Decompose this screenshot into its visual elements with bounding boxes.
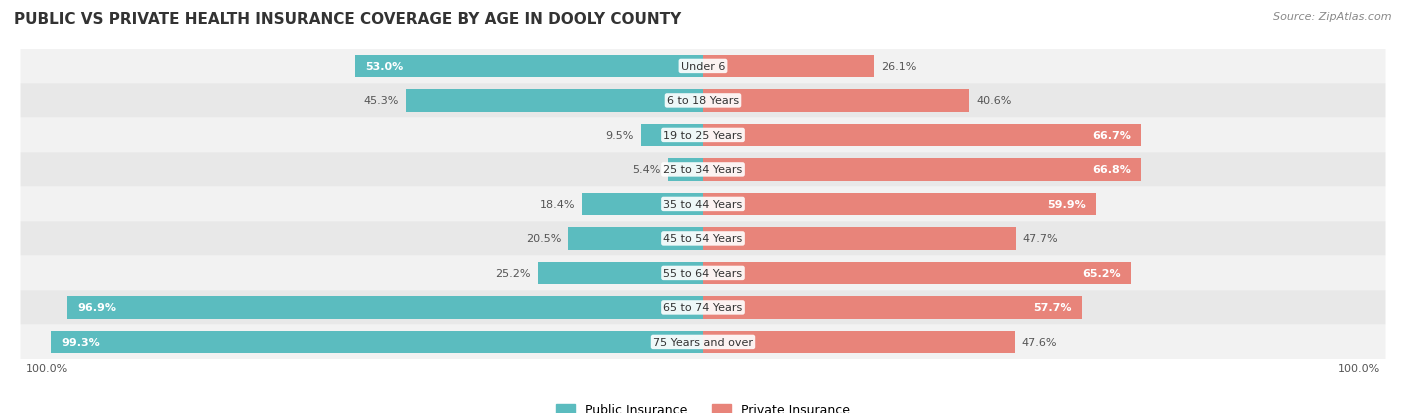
Text: 59.9%: 59.9%: [1047, 199, 1087, 209]
Text: 66.8%: 66.8%: [1092, 165, 1132, 175]
Text: 20.5%: 20.5%: [527, 234, 562, 244]
Text: 5.4%: 5.4%: [633, 165, 661, 175]
Text: 57.7%: 57.7%: [1033, 303, 1071, 313]
FancyBboxPatch shape: [21, 84, 1385, 119]
Text: 65.2%: 65.2%: [1083, 268, 1121, 278]
Bar: [703, 228, 1017, 250]
Text: 75 Years and over: 75 Years and over: [652, 337, 754, 347]
Text: 45.3%: 45.3%: [364, 96, 399, 106]
Text: 55 to 64 Years: 55 to 64 Years: [664, 268, 742, 278]
Bar: [703, 90, 969, 112]
Bar: [703, 56, 875, 78]
Bar: [703, 124, 1140, 147]
FancyBboxPatch shape: [21, 256, 1385, 290]
Text: 65 to 74 Years: 65 to 74 Years: [664, 303, 742, 313]
Text: Under 6: Under 6: [681, 62, 725, 72]
Bar: [703, 262, 1130, 285]
Text: 35 to 44 Years: 35 to 44 Years: [664, 199, 742, 209]
FancyBboxPatch shape: [21, 222, 1385, 256]
Text: 26.1%: 26.1%: [880, 62, 917, 72]
Text: 47.6%: 47.6%: [1022, 337, 1057, 347]
Text: 96.9%: 96.9%: [77, 303, 117, 313]
Bar: [537, 262, 703, 285]
Bar: [641, 124, 703, 147]
Bar: [356, 56, 703, 78]
FancyBboxPatch shape: [21, 119, 1385, 153]
Text: 25.2%: 25.2%: [495, 268, 531, 278]
Text: 19 to 25 Years: 19 to 25 Years: [664, 131, 742, 140]
Bar: [703, 159, 1142, 181]
FancyBboxPatch shape: [21, 290, 1385, 325]
Text: 53.0%: 53.0%: [366, 62, 404, 72]
FancyBboxPatch shape: [21, 50, 1385, 84]
FancyBboxPatch shape: [21, 153, 1385, 187]
Bar: [703, 331, 1015, 353]
Text: 6 to 18 Years: 6 to 18 Years: [666, 96, 740, 106]
Text: 9.5%: 9.5%: [606, 131, 634, 140]
Text: 99.3%: 99.3%: [62, 337, 100, 347]
Legend: Public Insurance, Private Insurance: Public Insurance, Private Insurance: [551, 398, 855, 413]
Text: 47.7%: 47.7%: [1022, 234, 1059, 244]
Bar: [406, 90, 703, 112]
FancyBboxPatch shape: [21, 325, 1385, 359]
Bar: [582, 193, 703, 216]
FancyBboxPatch shape: [21, 187, 1385, 222]
Text: 25 to 34 Years: 25 to 34 Years: [664, 165, 742, 175]
Bar: [668, 159, 703, 181]
Bar: [703, 193, 1097, 216]
Text: 18.4%: 18.4%: [540, 199, 575, 209]
Text: 45 to 54 Years: 45 to 54 Years: [664, 234, 742, 244]
Text: 40.6%: 40.6%: [976, 96, 1011, 106]
Bar: [67, 297, 703, 319]
Text: 66.7%: 66.7%: [1092, 131, 1130, 140]
Text: PUBLIC VS PRIVATE HEALTH INSURANCE COVERAGE BY AGE IN DOOLY COUNTY: PUBLIC VS PRIVATE HEALTH INSURANCE COVER…: [14, 12, 682, 27]
Text: Source: ZipAtlas.com: Source: ZipAtlas.com: [1274, 12, 1392, 22]
Bar: [52, 331, 703, 353]
Bar: [568, 228, 703, 250]
Bar: [703, 297, 1081, 319]
